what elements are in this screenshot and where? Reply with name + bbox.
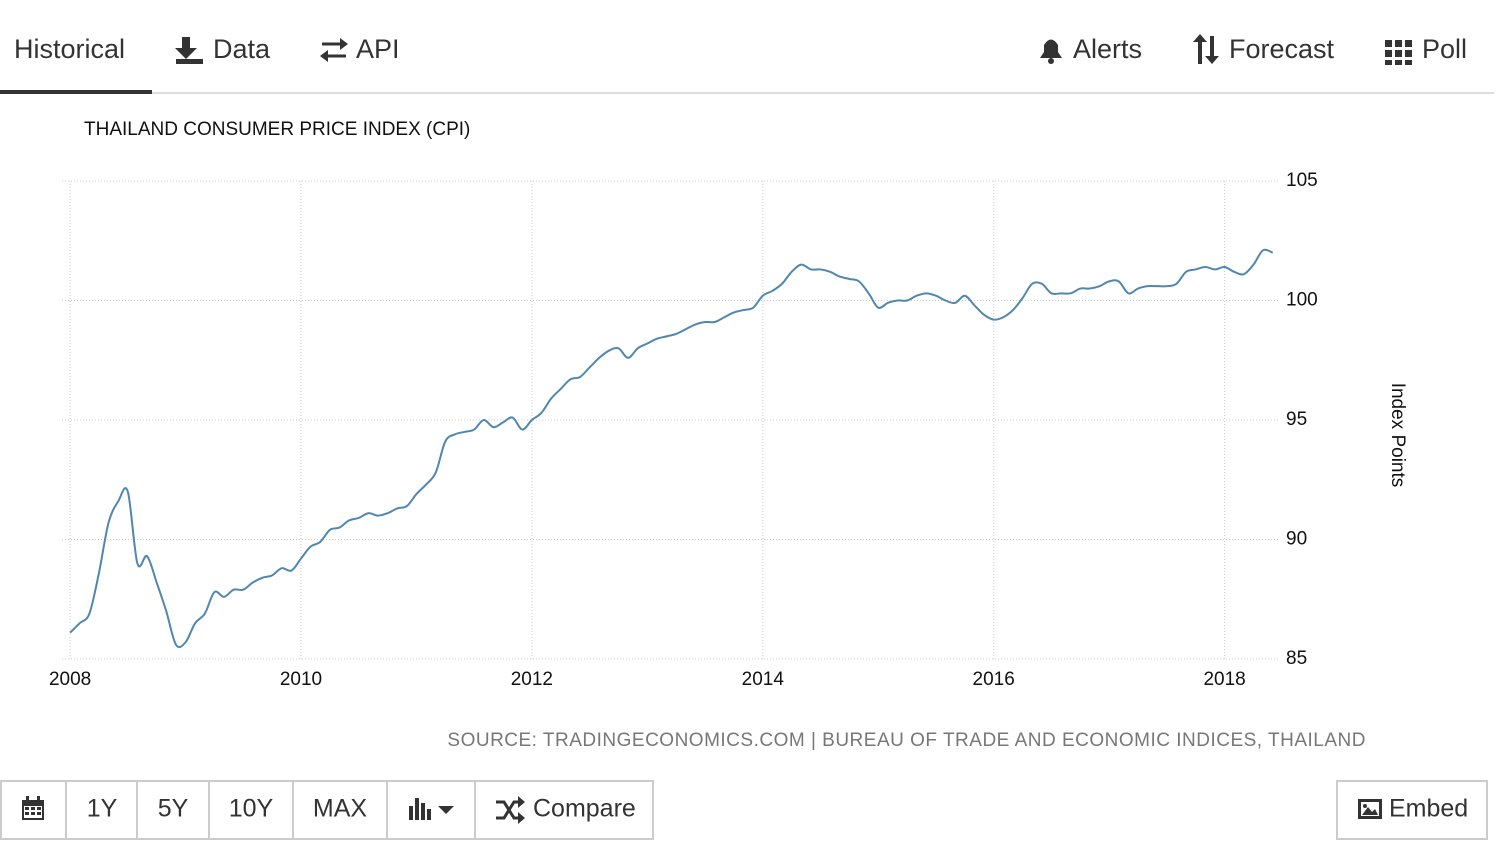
toolbar-frame bbox=[0, 780, 654, 840]
x-tick-label: 2010 bbox=[280, 669, 322, 690]
api-icon bbox=[320, 38, 348, 62]
y-tick-label: 90 bbox=[1286, 529, 1307, 550]
chart-title: THAILAND CONSUMER PRICE INDEX (CPI) bbox=[84, 119, 470, 140]
x-tick-label: 2016 bbox=[973, 669, 1015, 690]
y-tick-label: 95 bbox=[1286, 409, 1307, 430]
range-max[interactable]: MAX bbox=[313, 795, 368, 823]
y-axis-label: Index Points bbox=[1387, 383, 1408, 488]
tab-poll[interactable]: Poll bbox=[1422, 34, 1467, 64]
range-1y[interactable]: 1Y bbox=[87, 795, 118, 823]
range-10y[interactable]: 10Y bbox=[229, 795, 274, 823]
chart-type-icon[interactable] bbox=[409, 798, 454, 820]
download-icon bbox=[175, 37, 203, 64]
tab-data[interactable]: Data bbox=[213, 34, 271, 64]
sort-icon bbox=[1193, 34, 1219, 64]
toolbar bbox=[0, 780, 1488, 840]
bell-icon bbox=[1040, 39, 1062, 64]
x-tick-label: 2012 bbox=[511, 669, 553, 690]
active-tab-underline bbox=[0, 90, 152, 94]
y-tick-label: 100 bbox=[1286, 290, 1318, 311]
tab-api[interactable]: API bbox=[356, 34, 400, 64]
embed-button[interactable]: Embed bbox=[1389, 795, 1468, 823]
source-note: SOURCE: TRADINGECONOMICS.COM | BUREAU OF… bbox=[447, 730, 1366, 751]
plot: 85 90 95 100 105 2008 2010 2012 2014 2016 2018 bbox=[49, 170, 1318, 690]
shuffle-icon bbox=[496, 796, 525, 824]
cpi-line bbox=[69, 248, 1274, 649]
x-tick-label: 2014 bbox=[742, 669, 785, 690]
tab-historical[interactable]: Historical bbox=[14, 34, 125, 64]
calendar-icon[interactable] bbox=[22, 796, 44, 820]
x-tick-label: 2008 bbox=[49, 669, 91, 690]
tab-alerts[interactable]: Alerts bbox=[1073, 34, 1142, 64]
embed-frame bbox=[1336, 780, 1488, 840]
compare-button[interactable]: Compare bbox=[533, 795, 636, 823]
image-icon bbox=[1358, 799, 1382, 819]
range-5y[interactable]: 5Y bbox=[158, 795, 189, 823]
tab-forecast[interactable]: Forecast bbox=[1229, 34, 1335, 64]
grid-icon bbox=[1385, 40, 1412, 65]
y-tick-label: 105 bbox=[1286, 170, 1318, 191]
x-tick-label: 2018 bbox=[1203, 669, 1245, 690]
y-tick-label: 85 bbox=[1286, 648, 1307, 669]
